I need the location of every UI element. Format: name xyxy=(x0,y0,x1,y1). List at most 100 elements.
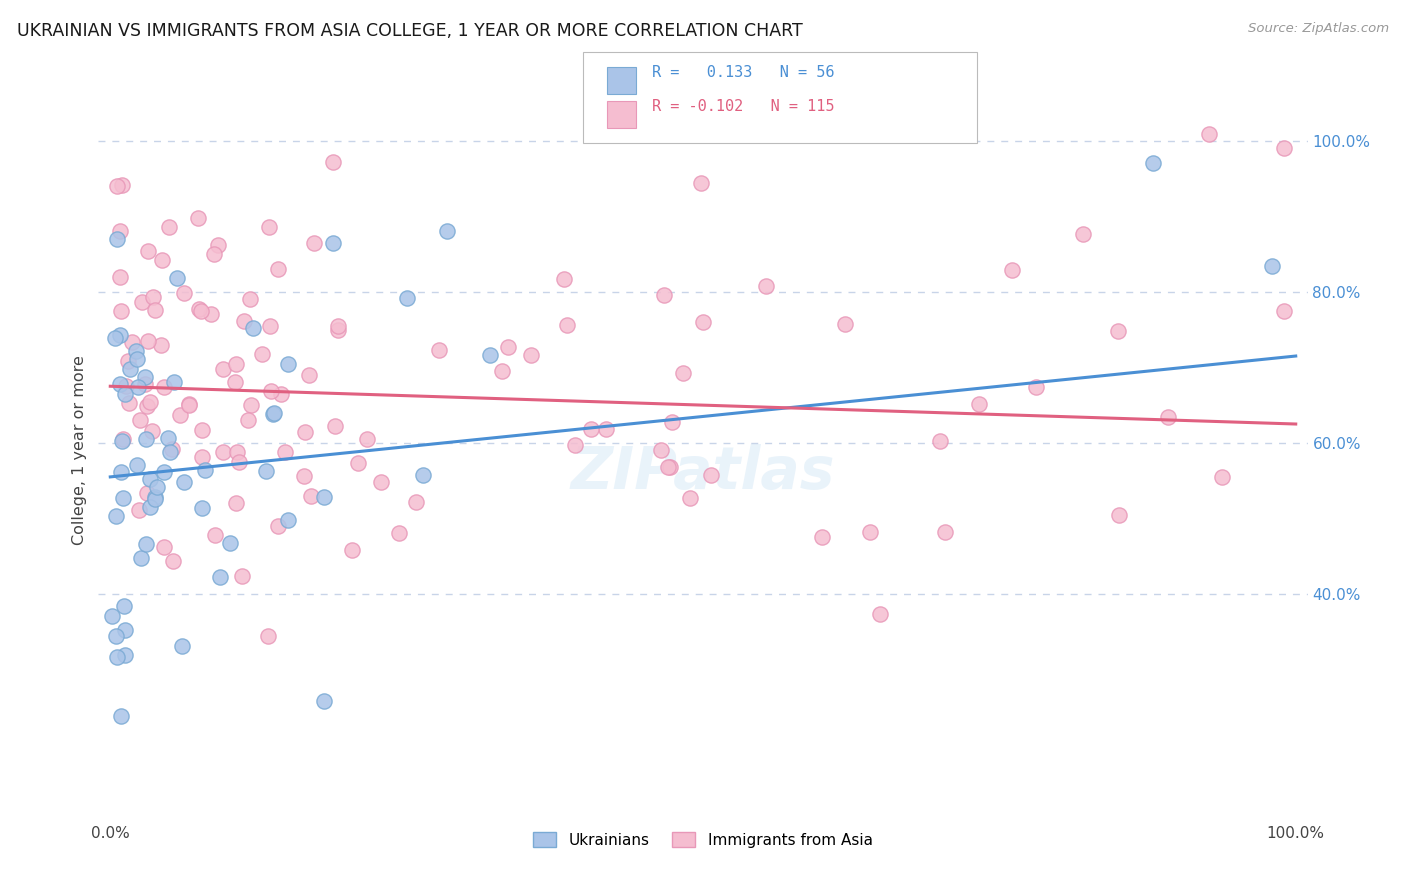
Point xyxy=(153,466,176,480)
Point xyxy=(143,490,166,504)
Point xyxy=(869,607,891,621)
Point xyxy=(225,357,247,371)
Point xyxy=(114,623,136,637)
Point xyxy=(104,330,127,344)
Point xyxy=(110,304,132,318)
Point xyxy=(173,286,195,301)
Point xyxy=(177,397,200,411)
Point xyxy=(657,459,679,474)
Point xyxy=(150,253,173,268)
Point xyxy=(370,475,392,490)
Point xyxy=(202,247,225,261)
Point xyxy=(212,362,235,376)
Point xyxy=(1198,127,1220,141)
Point xyxy=(108,224,131,238)
Point xyxy=(190,304,212,318)
Point xyxy=(934,525,956,540)
Point xyxy=(564,437,586,451)
Point xyxy=(146,480,169,494)
Point xyxy=(859,525,882,540)
Point xyxy=(1142,156,1164,170)
Point xyxy=(1025,379,1047,393)
Point xyxy=(967,397,990,411)
Point xyxy=(105,629,128,643)
Point xyxy=(125,458,148,473)
Point xyxy=(170,640,193,654)
Point xyxy=(112,599,135,613)
Point xyxy=(427,343,450,357)
Point xyxy=(242,321,264,335)
Point xyxy=(299,489,322,503)
Point xyxy=(240,398,263,412)
Point xyxy=(1108,508,1130,522)
Point xyxy=(328,319,350,334)
Point xyxy=(312,694,335,708)
Point xyxy=(1071,227,1094,241)
Point xyxy=(159,445,181,459)
Point xyxy=(267,261,290,276)
Point xyxy=(107,179,129,194)
Point xyxy=(412,467,434,482)
Point xyxy=(254,464,277,478)
Point xyxy=(128,502,150,516)
Point xyxy=(259,318,281,333)
Point xyxy=(129,413,152,427)
Point xyxy=(169,408,191,422)
Point xyxy=(142,290,165,304)
Point xyxy=(114,387,136,401)
Point xyxy=(346,456,368,470)
Point xyxy=(834,317,856,331)
Point xyxy=(692,315,714,329)
Point xyxy=(225,496,247,510)
Point xyxy=(1157,410,1180,425)
Point xyxy=(228,455,250,469)
Point xyxy=(143,492,166,507)
Point xyxy=(267,518,290,533)
Point xyxy=(162,375,184,389)
Point xyxy=(520,348,543,362)
Point xyxy=(1001,263,1024,277)
Point xyxy=(388,526,411,541)
Point xyxy=(194,463,217,477)
Point xyxy=(208,570,231,584)
Point xyxy=(232,314,254,328)
Point xyxy=(157,220,180,235)
Point xyxy=(125,352,148,367)
Point xyxy=(110,708,132,723)
Point xyxy=(557,318,579,332)
Legend: Ukrainians, Immigrants from Asia: Ukrainians, Immigrants from Asia xyxy=(527,825,879,854)
Point xyxy=(322,155,344,169)
Point xyxy=(105,508,128,523)
Point xyxy=(650,442,672,457)
Point xyxy=(149,338,172,352)
Point xyxy=(124,343,146,358)
Point xyxy=(111,434,134,449)
Point xyxy=(120,362,142,376)
Point xyxy=(259,384,281,398)
Point xyxy=(143,302,166,317)
Point xyxy=(129,551,152,566)
Point xyxy=(110,328,132,343)
Point xyxy=(257,629,280,643)
Point xyxy=(700,468,723,483)
Point xyxy=(491,364,513,378)
Point xyxy=(224,375,246,389)
Point xyxy=(754,278,776,293)
Point xyxy=(219,536,242,550)
Point xyxy=(231,568,253,582)
Point xyxy=(101,608,124,623)
Point xyxy=(1211,470,1233,484)
Point xyxy=(690,176,713,190)
Point xyxy=(1272,141,1295,155)
Point xyxy=(177,398,200,412)
Point xyxy=(294,469,316,483)
Point xyxy=(139,395,162,409)
Point xyxy=(141,424,163,438)
Point xyxy=(250,346,273,360)
Point xyxy=(107,650,129,665)
Point xyxy=(157,431,180,445)
Point xyxy=(112,491,135,505)
Point xyxy=(139,472,162,486)
Text: UKRAINIAN VS IMMIGRANTS FROM ASIA COLLEGE, 1 YEAR OR MORE CORRELATION CHART: UKRAINIAN VS IMMIGRANTS FROM ASIA COLLEG… xyxy=(17,22,803,40)
Point xyxy=(342,542,364,557)
